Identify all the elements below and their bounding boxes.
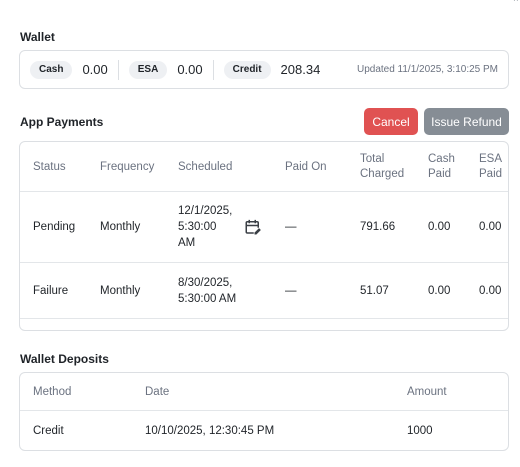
- row-scheduled-line1: 8/30/2025,: [178, 277, 233, 289]
- row-divider: [20, 318, 508, 319]
- deposit-method: Credit: [33, 425, 64, 437]
- header-paid-on[interactable]: Paid On: [285, 161, 327, 173]
- header-amount[interactable]: Amount: [407, 386, 447, 398]
- app-payments-table: Status Frequency Scheduled Paid On Total…: [19, 141, 509, 331]
- header-method[interactable]: Method: [33, 386, 72, 398]
- row-frequency: Monthly: [100, 221, 141, 233]
- row-divider: [20, 262, 508, 263]
- row-status: Pending: [33, 221, 76, 233]
- wallet-card: Cash 0.00 ESA 0.00 Credit 208.34 Updated…: [19, 50, 509, 89]
- row-cash-paid: 0.00: [428, 221, 451, 233]
- header-total-charged-line1[interactable]: Total: [360, 153, 385, 165]
- wallet-updated-timestamp: Updated 11/1/2025, 3:10:25 PM: [356, 64, 498, 75]
- esa-amount: 0.00: [177, 62, 203, 77]
- row-paid-on: —: [285, 285, 297, 297]
- corner-mark: ^: [513, 0, 518, 6]
- row-total-charged: 791.66: [360, 221, 396, 233]
- issue-refund-button[interactable]: Issue Refund: [424, 108, 509, 135]
- row-scheduled-line1: 12/1/2025,: [178, 205, 233, 217]
- row-divider: [20, 410, 508, 411]
- cancel-button[interactable]: Cancel: [364, 108, 418, 135]
- header-cash-paid-line2[interactable]: Paid: [428, 168, 452, 180]
- credit-amount: 208.34: [280, 62, 321, 77]
- header-cash-paid-line1[interactable]: Cash: [428, 153, 455, 165]
- deposit-date: 10/10/2025, 12:30:45 PM: [145, 425, 275, 437]
- header-esa-paid-line1[interactable]: ESA: [479, 153, 503, 165]
- row-esa-paid: 0.00: [479, 285, 502, 297]
- row-frequency: Monthly: [100, 285, 141, 297]
- wallet-deposits-title: Wallet Deposits: [20, 352, 109, 366]
- divider: [117, 59, 119, 80]
- esa-pill: ESA: [128, 60, 168, 79]
- calendar-edit-icon[interactable]: [244, 218, 262, 236]
- cash-pill: Cash: [30, 60, 73, 79]
- row-scheduled-line2: 5:30:00 AM: [178, 293, 237, 305]
- wallet-deposits-table: Method Date Amount Credit 10/10/2025, 12…: [19, 372, 509, 451]
- wallet-title: Wallet: [20, 30, 55, 44]
- row-total-charged: 51.07: [360, 285, 389, 297]
- header-esa-paid-line2[interactable]: Paid: [479, 168, 503, 180]
- deposit-amount: 1000: [407, 425, 433, 437]
- credit-pill: Credit: [223, 60, 271, 79]
- row-divider: [20, 191, 508, 192]
- row-esa-paid: 0.00: [479, 221, 502, 233]
- cash-amount: 0.00: [82, 62, 108, 77]
- app-payments-title: App Payments: [20, 115, 104, 129]
- row-scheduled-line3: AM: [178, 237, 196, 249]
- row-scheduled-line2: 5:30:00: [178, 221, 217, 233]
- row-paid-on: —: [285, 221, 297, 233]
- header-scheduled[interactable]: Scheduled: [178, 161, 233, 173]
- divider: [212, 59, 214, 80]
- header-status[interactable]: Status: [33, 161, 66, 173]
- header-total-charged-line2[interactable]: Charged: [360, 168, 405, 180]
- header-date[interactable]: Date: [145, 386, 170, 398]
- row-cash-paid: 0.00: [428, 285, 451, 297]
- row-status: Failure: [33, 285, 69, 297]
- header-frequency[interactable]: Frequency: [100, 161, 155, 173]
